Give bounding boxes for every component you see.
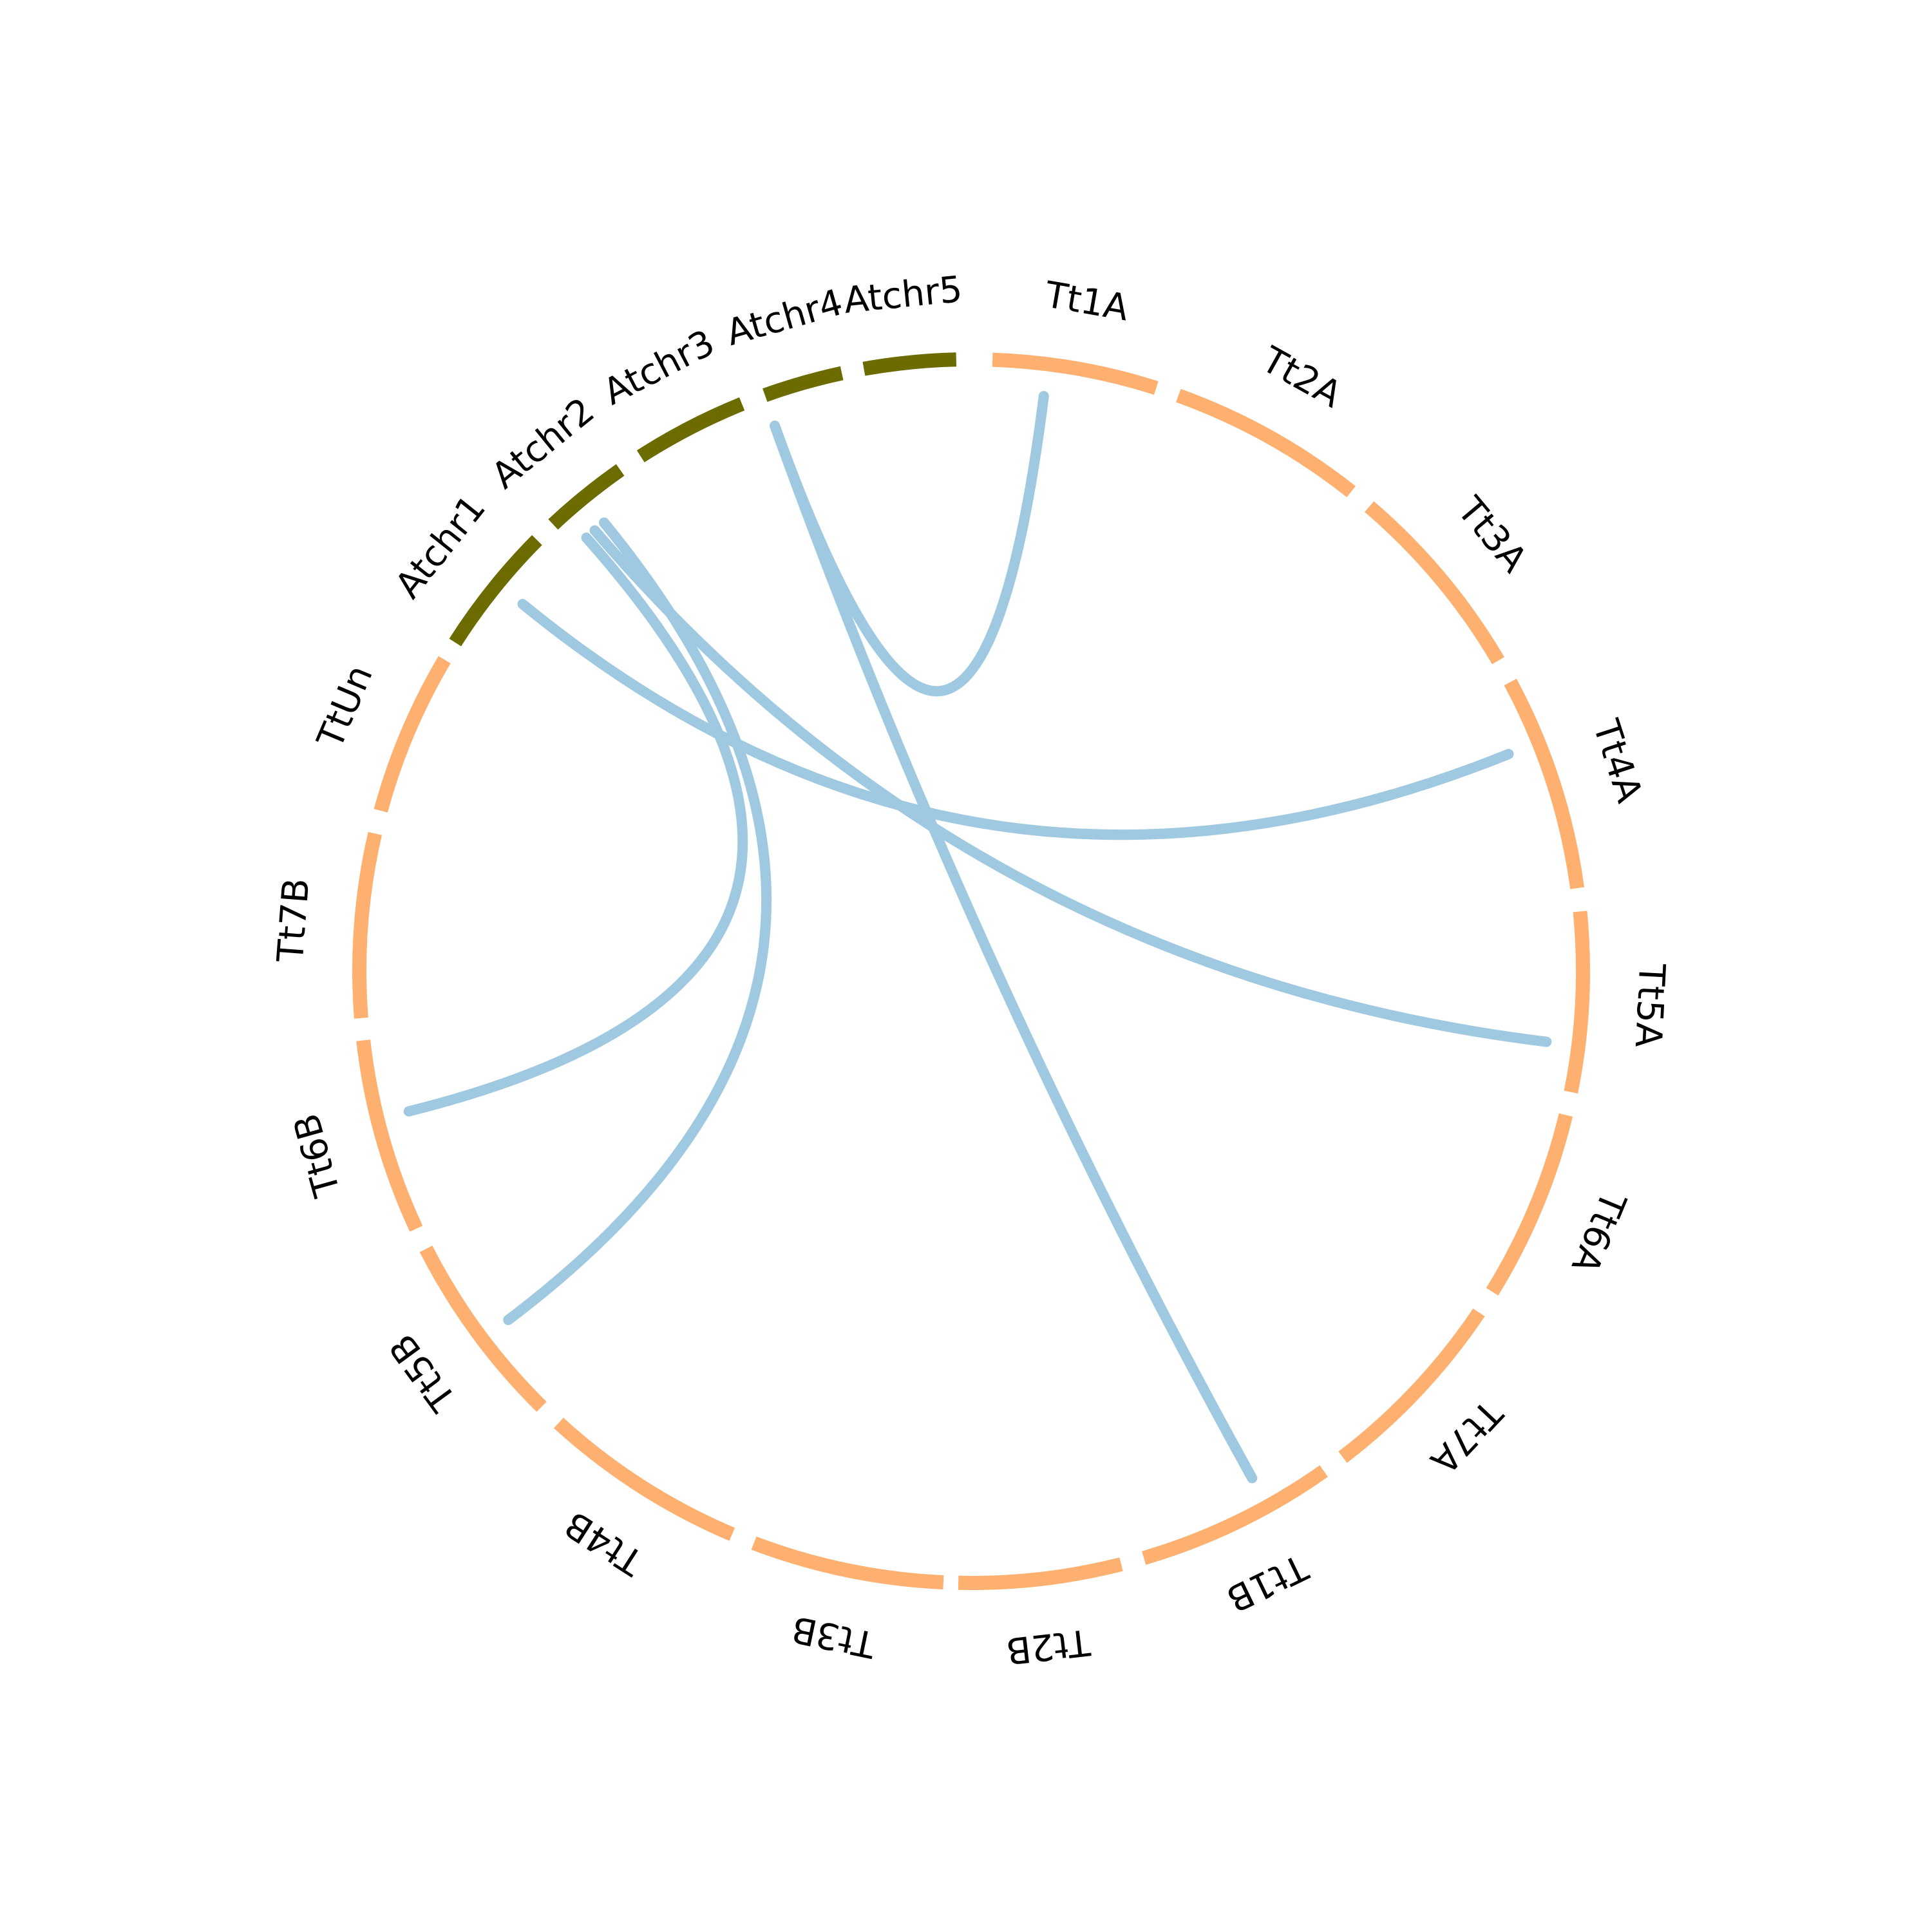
link-atchr2-tt5b: [503, 517, 772, 1325]
segments-layer: [352, 352, 1590, 1590]
segment-tt5a: [1564, 911, 1590, 1094]
label-atchr1: Atchr1: [387, 488, 494, 607]
label-tt6b: Tt6B: [285, 1109, 348, 1202]
label-tt5a: Tt5A: [1627, 962, 1673, 1048]
segment-tt6b: [356, 1039, 423, 1232]
label-atchr3: Atchr3: [597, 322, 721, 413]
label-tt2a: Tt2A: [1255, 339, 1349, 417]
links-layer: [403, 391, 1552, 1484]
segment-tt3b: [751, 1536, 944, 1589]
label-tt7b: Tt7B: [270, 877, 318, 965]
labels-layer: Tt1A Tt2A Tt3A Tt4A Tt5A Tt6A Tt7A Tt1B Tt2B Tt3B…: [270, 269, 1673, 1672]
label-tt4b: Tt4B: [558, 1502, 652, 1584]
label-tt5b: Tt5B: [381, 1326, 465, 1419]
segment-ttun: [374, 656, 451, 813]
segment-tt3a: [1365, 501, 1504, 665]
label-tt7a: Tt7A: [1422, 1392, 1510, 1482]
link-atchr4-tt1b: [770, 421, 1258, 1484]
label-tt1a: Tt1A: [1041, 274, 1132, 329]
segment-tt4b: [553, 1417, 735, 1541]
link-atchr1-tt4a: [517, 599, 1514, 840]
segment-tt2a: [1176, 388, 1356, 498]
segment-tt5b: [419, 1245, 547, 1412]
segment-atchr4: [762, 366, 844, 402]
segment-atchr3: [636, 397, 745, 462]
segment-tt2b: [958, 1557, 1123, 1590]
label-atchr4: Atchr4: [722, 281, 848, 354]
segment-atchr5: [862, 352, 957, 376]
link-atchr2-tt6b: [403, 533, 748, 1117]
segment-tt1b: [1142, 1465, 1328, 1565]
label-atchr5: Atchr5: [842, 269, 964, 322]
label-tt2b: Tt2B: [1004, 1620, 1093, 1671]
label-tt3a: Tt3A: [1448, 489, 1535, 580]
segment-tt7a: [1338, 1308, 1485, 1463]
label-tt4a: Tt4A: [1584, 714, 1650, 808]
link-atchr2-tt5a: [589, 525, 1552, 1047]
label-atchr2: Atchr2: [484, 390, 602, 497]
label-tt6a: Tt6A: [1563, 1185, 1634, 1279]
segment-tt1a: [992, 352, 1159, 395]
segment-tt4a: [1504, 678, 1585, 889]
segment-tt6a: [1486, 1113, 1573, 1296]
label-ttun: TtUn: [309, 659, 381, 755]
segment-tt7b: [352, 831, 383, 1019]
segment-atchr2: [548, 464, 625, 530]
label-tt3b: Tt3B: [788, 1607, 880, 1665]
label-tt1b: Tt1B: [1220, 1546, 1314, 1620]
segment-atchr1: [449, 535, 542, 647]
